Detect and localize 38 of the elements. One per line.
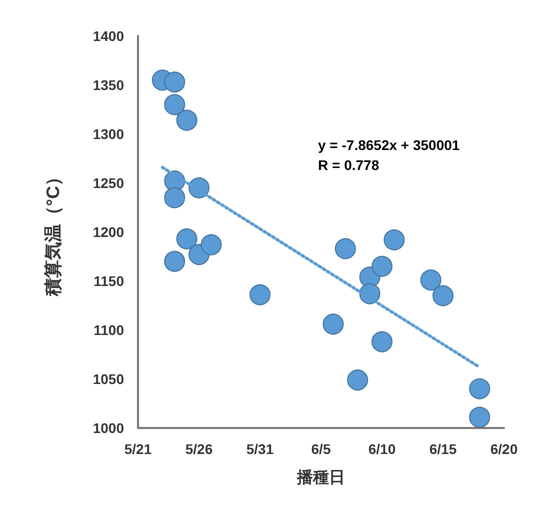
point (176, 110, 198, 131)
annotation: y = -7.8652x + 350001 (318, 137, 460, 153)
point (200, 234, 222, 256)
x-tick-label: 6/5 (311, 441, 331, 457)
point (420, 270, 442, 291)
x-tick-label: 5/26 (185, 441, 213, 457)
y-tick-label: 1350 (92, 77, 124, 93)
point (432, 285, 454, 306)
annotation: R = 0.778 (318, 157, 380, 173)
x-tick-label: 6/20 (490, 441, 518, 457)
point (347, 369, 368, 390)
x-axis-title: 播種日 (296, 468, 345, 486)
x-tick-label: 6/15 (429, 441, 457, 457)
point (164, 187, 186, 208)
point (469, 406, 490, 428)
y-tick-label: 1000 (92, 420, 124, 436)
y-tick-label: 1300 (92, 126, 124, 142)
point (372, 256, 392, 277)
x-tick-label: 6/10 (368, 441, 396, 457)
point (176, 228, 198, 250)
point (164, 250, 186, 272)
point (334, 238, 356, 260)
point (372, 331, 392, 352)
point (469, 378, 490, 400)
point (164, 94, 186, 116)
point (250, 284, 270, 306)
y-tick-label: 1100 (94, 322, 124, 338)
y-tick-label: 1150 (94, 273, 124, 289)
point (384, 229, 405, 250)
point (322, 314, 344, 335)
x-tick-label: 5/31 (246, 441, 274, 457)
point (164, 72, 186, 93)
y-axis-title: 積算気温（°C） (43, 168, 63, 298)
x-tick-label: 5/21 (124, 441, 152, 457)
y-tick-label: 1250 (92, 175, 124, 191)
y-tick-label: 1400 (92, 28, 124, 44)
y-tick-label: 1200 (92, 224, 124, 240)
y-tick-label: 1050 (92, 371, 124, 387)
